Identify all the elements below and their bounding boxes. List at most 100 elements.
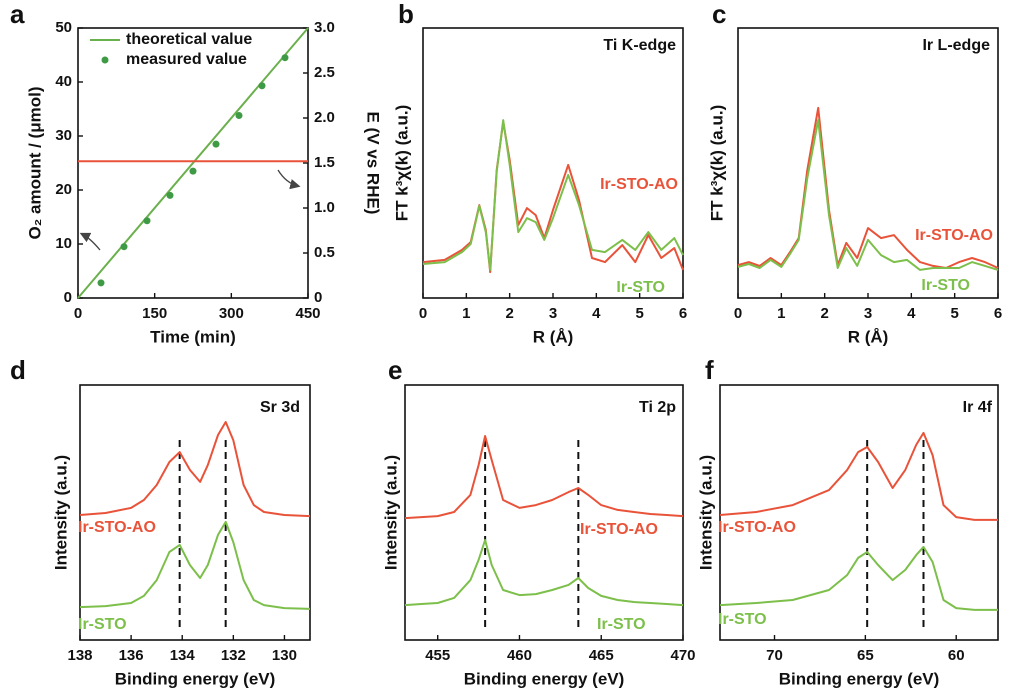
x-axis-label: Binding energy (eV) xyxy=(464,669,625,688)
series-label: Ir-STO-AO xyxy=(78,519,156,536)
series-label: Ir-STO xyxy=(718,611,767,628)
data-line xyxy=(79,520,311,610)
series-label: Ir-STO-AO xyxy=(600,176,678,193)
data-line xyxy=(77,27,309,299)
x-tick-label: 138 xyxy=(67,647,92,664)
data-point xyxy=(281,54,289,62)
arrow-right-axis xyxy=(277,169,301,190)
x-tick-label: 4 xyxy=(592,305,601,322)
data-point xyxy=(258,82,266,90)
plot-frame xyxy=(79,384,311,641)
x-tick-label: 65 xyxy=(857,647,874,664)
data-point xyxy=(189,167,197,175)
y-tick-label: 10 xyxy=(55,235,72,252)
y2-tick-label: 1.0 xyxy=(314,199,335,216)
x-tick-label: 6 xyxy=(679,305,687,322)
data-line xyxy=(404,435,684,520)
x-tick-label: 0 xyxy=(74,305,82,322)
x-axis-label: Binding energy (eV) xyxy=(115,669,276,688)
series-label: Ir-STO-AO xyxy=(718,519,796,536)
panel-annotation: Sr 3d xyxy=(260,399,300,416)
x-tick-label: 300 xyxy=(219,305,244,322)
plot-frame xyxy=(422,27,684,299)
panel-annotation: Ti K-edge xyxy=(603,37,676,54)
data-line xyxy=(404,539,684,607)
x-tick-label: 3 xyxy=(549,305,557,322)
arrow-left-axis xyxy=(79,232,101,251)
data-point xyxy=(166,191,174,199)
data-point xyxy=(235,111,243,119)
x-tick-label: 465 xyxy=(589,647,614,664)
y-axis-label: Intensity (a.u.) xyxy=(51,455,70,570)
x-tick-label: 470 xyxy=(670,647,695,664)
series-label: Ir-STO-AO xyxy=(580,521,658,538)
x-tick-label: 5 xyxy=(950,305,958,322)
x-axis-label: R (Å) xyxy=(848,327,889,346)
data-line xyxy=(79,421,311,518)
y-tick-label: 20 xyxy=(55,181,72,198)
legend-marker xyxy=(101,56,109,64)
plot-frame xyxy=(404,384,684,641)
x-tick-label: 4 xyxy=(907,305,916,322)
x-tick-label: 130 xyxy=(272,647,297,664)
x-tick-label: 134 xyxy=(170,647,196,664)
x-tick-label: 450 xyxy=(295,305,320,322)
legend-label: theoretical value xyxy=(126,31,252,48)
panel-label: a xyxy=(10,0,25,29)
series-label: Ir-STO-AO xyxy=(915,227,993,244)
x-tick-label: 2 xyxy=(820,305,828,322)
y2-axis-label: E (V vs RHE) xyxy=(364,112,383,215)
x-tick-label: 70 xyxy=(766,647,783,664)
series-label: Ir-STO xyxy=(921,277,970,294)
data-line xyxy=(719,545,998,611)
x-axis-label: Time (min) xyxy=(150,327,236,346)
data-point xyxy=(143,217,151,225)
x-tick-label: 2 xyxy=(505,305,513,322)
data-line xyxy=(422,121,684,274)
x-tick-label: 60 xyxy=(948,647,965,664)
x-tick-label: 455 xyxy=(425,647,450,664)
x-tick-label: 0 xyxy=(734,305,742,322)
data-line xyxy=(737,119,999,271)
plot-frame xyxy=(719,384,999,641)
x-tick-label: 150 xyxy=(142,305,167,322)
series-label: Ir-STO xyxy=(616,279,665,296)
x-tick-label: 1 xyxy=(462,305,470,322)
y2-tick-label: 2.5 xyxy=(314,64,335,81)
panel-annotation: Ir L-edge xyxy=(922,37,990,54)
y-axis-label: Intensity (a.u.) xyxy=(381,455,400,570)
panel-label: e xyxy=(388,355,402,385)
y2-tick-label: 2.0 xyxy=(314,109,335,126)
x-tick-label: 6 xyxy=(994,305,1002,322)
data-line xyxy=(719,431,998,521)
data-point xyxy=(120,243,128,251)
y2-tick-label: 0.5 xyxy=(314,244,335,261)
x-tick-label: 136 xyxy=(119,647,144,664)
x-tick-label: 0 xyxy=(419,305,427,322)
data-line xyxy=(422,119,684,271)
y-axis-label: FT k³χ(k) (a.u.) xyxy=(392,105,411,222)
y2-tick-label: 1.5 xyxy=(314,154,335,171)
panel-annotation: Ir 4f xyxy=(963,399,993,416)
panel-label: b xyxy=(398,0,414,29)
series-label: Ir-STO xyxy=(78,616,127,633)
panel-label: d xyxy=(10,355,26,385)
series-label: Ir-STO xyxy=(597,616,646,633)
panel-annotation: Ti 2p xyxy=(639,399,676,416)
y-axis-label: FT k³χ(k) (a.u.) xyxy=(707,105,726,222)
data-point xyxy=(97,279,105,287)
y2-tick-label: 0 xyxy=(314,289,322,306)
y2-tick-label: 3.0 xyxy=(314,19,335,36)
x-axis-label: R (Å) xyxy=(533,327,574,346)
panel-label: f xyxy=(705,355,714,385)
y-tick-label: 30 xyxy=(55,127,72,144)
x-tick-label: 3 xyxy=(864,305,872,322)
y-tick-label: 0 xyxy=(64,289,72,306)
panel-label: c xyxy=(712,0,726,29)
data-point xyxy=(212,140,220,148)
y-tick-label: 50 xyxy=(55,19,72,36)
plot-frame xyxy=(737,27,999,299)
x-tick-label: 460 xyxy=(507,647,532,664)
legend-label: measured value xyxy=(126,51,247,68)
